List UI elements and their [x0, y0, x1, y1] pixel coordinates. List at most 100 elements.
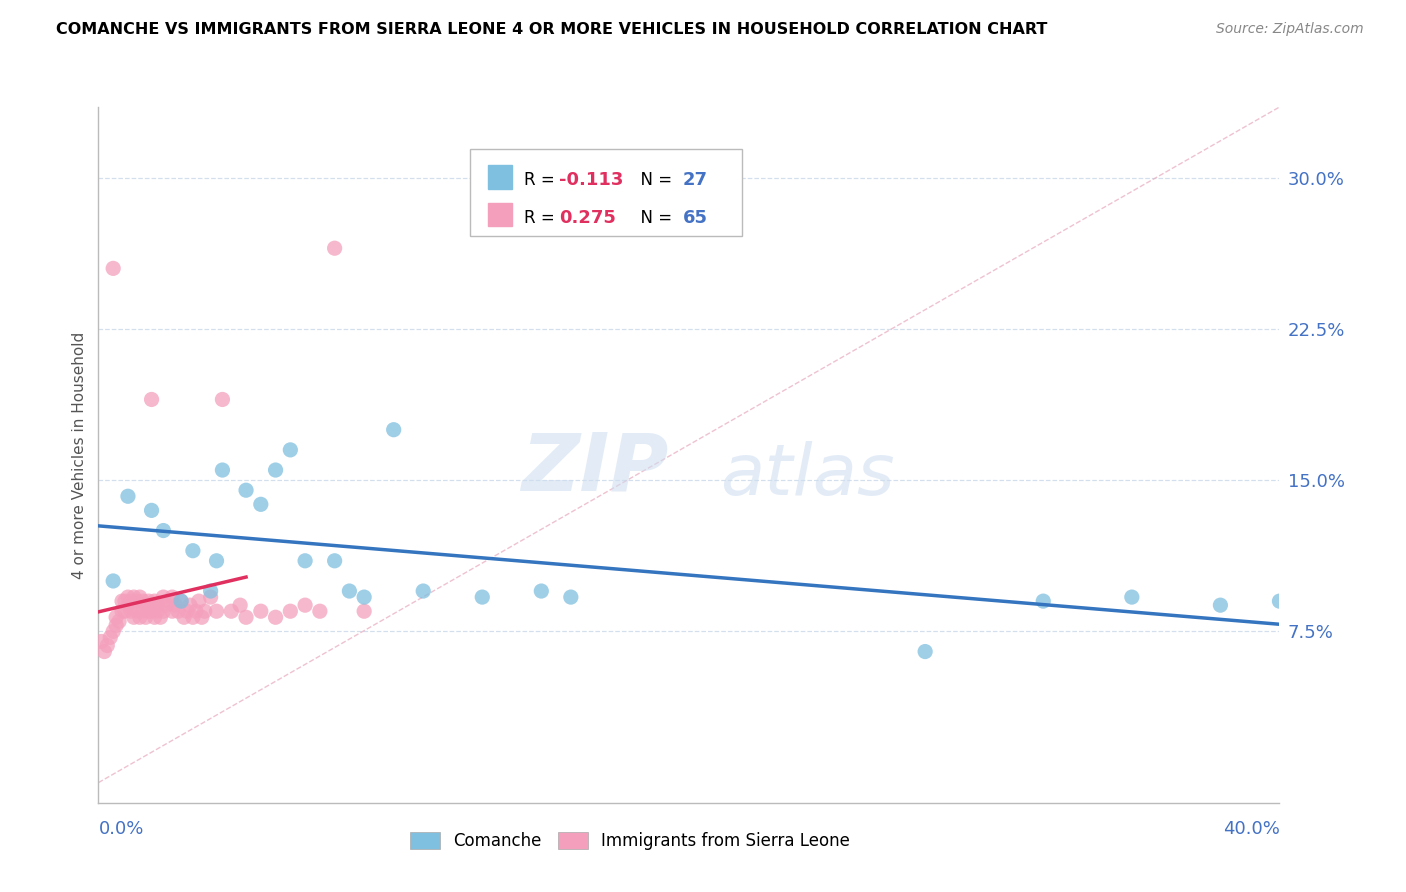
Point — [93, 644, 115, 658]
Y-axis label: 4 or more Vehicles in Household: 4 or more Vehicles in Household — [72, 331, 87, 579]
Point — [128, 610, 150, 624]
Text: R =: R = — [523, 209, 560, 227]
Point — [382, 423, 405, 437]
Point — [309, 604, 332, 618]
Text: 65: 65 — [683, 209, 709, 227]
Point — [235, 610, 257, 624]
Point — [103, 574, 125, 588]
Point — [146, 604, 169, 618]
Point — [132, 604, 155, 618]
Point — [152, 604, 174, 618]
Point — [143, 594, 166, 608]
Point — [184, 604, 207, 618]
Point — [149, 610, 172, 624]
Text: 0.275: 0.275 — [560, 209, 616, 227]
Point — [181, 543, 204, 558]
Point — [122, 610, 145, 624]
Point — [98, 631, 121, 645]
Point — [125, 594, 148, 608]
Point — [141, 604, 163, 618]
Point — [173, 610, 195, 624]
Point — [170, 594, 193, 608]
Text: 0.0%: 0.0% — [98, 821, 143, 838]
Point — [141, 392, 163, 407]
Point — [278, 442, 302, 457]
Point — [108, 615, 131, 629]
Point — [187, 594, 209, 608]
Point — [200, 590, 222, 604]
Point — [128, 590, 150, 604]
Text: N =: N = — [630, 209, 678, 227]
Point — [194, 604, 217, 618]
Point — [250, 497, 273, 511]
Point — [103, 624, 125, 639]
Point — [353, 604, 375, 618]
Point — [1268, 594, 1291, 608]
Text: 27: 27 — [683, 171, 709, 189]
Point — [114, 604, 136, 618]
Point — [412, 584, 434, 599]
Point — [117, 598, 139, 612]
Point — [122, 590, 145, 604]
Point — [105, 610, 128, 624]
Point — [162, 590, 183, 604]
Point — [560, 590, 582, 604]
Point — [323, 554, 346, 568]
Point — [235, 483, 257, 498]
Point — [90, 634, 112, 648]
Text: R =: R = — [523, 171, 560, 189]
Point — [111, 604, 134, 618]
Point — [181, 610, 204, 624]
Point — [96, 639, 118, 653]
Point — [176, 604, 198, 618]
Point — [117, 590, 139, 604]
FancyBboxPatch shape — [488, 202, 512, 227]
Point — [1121, 590, 1143, 604]
Point — [138, 604, 160, 618]
Point — [353, 590, 375, 604]
FancyBboxPatch shape — [488, 165, 512, 188]
Text: N =: N = — [630, 171, 678, 189]
Point — [264, 610, 287, 624]
Point — [135, 598, 157, 612]
Point — [264, 463, 287, 477]
Text: atlas: atlas — [720, 442, 894, 510]
Text: Source: ZipAtlas.com: Source: ZipAtlas.com — [1216, 22, 1364, 37]
Point — [120, 604, 142, 618]
Point — [114, 594, 136, 608]
Point — [471, 590, 494, 604]
Point — [211, 392, 233, 407]
Point — [530, 584, 553, 599]
Point — [294, 554, 316, 568]
Point — [111, 594, 134, 608]
Point — [205, 554, 228, 568]
FancyBboxPatch shape — [471, 149, 742, 235]
Point — [146, 598, 169, 612]
Point — [205, 604, 228, 618]
Point — [117, 489, 139, 503]
Point — [323, 241, 346, 255]
Point — [143, 610, 166, 624]
Point — [250, 604, 273, 618]
Point — [103, 261, 125, 276]
Point — [135, 610, 157, 624]
Point — [211, 463, 233, 477]
Point — [141, 503, 163, 517]
Text: 40.0%: 40.0% — [1223, 821, 1279, 838]
Point — [294, 598, 316, 612]
Point — [179, 598, 201, 612]
Point — [152, 524, 174, 538]
Point — [1209, 598, 1232, 612]
Point — [165, 598, 187, 612]
Point — [105, 618, 128, 632]
Point — [219, 604, 242, 618]
Point — [125, 604, 148, 618]
Point — [141, 598, 163, 612]
Point — [120, 594, 142, 608]
Point — [138, 594, 160, 608]
Point — [155, 598, 177, 612]
Point — [200, 584, 222, 599]
Point — [337, 584, 360, 599]
Point — [167, 604, 190, 618]
Text: -0.113: -0.113 — [560, 171, 623, 189]
